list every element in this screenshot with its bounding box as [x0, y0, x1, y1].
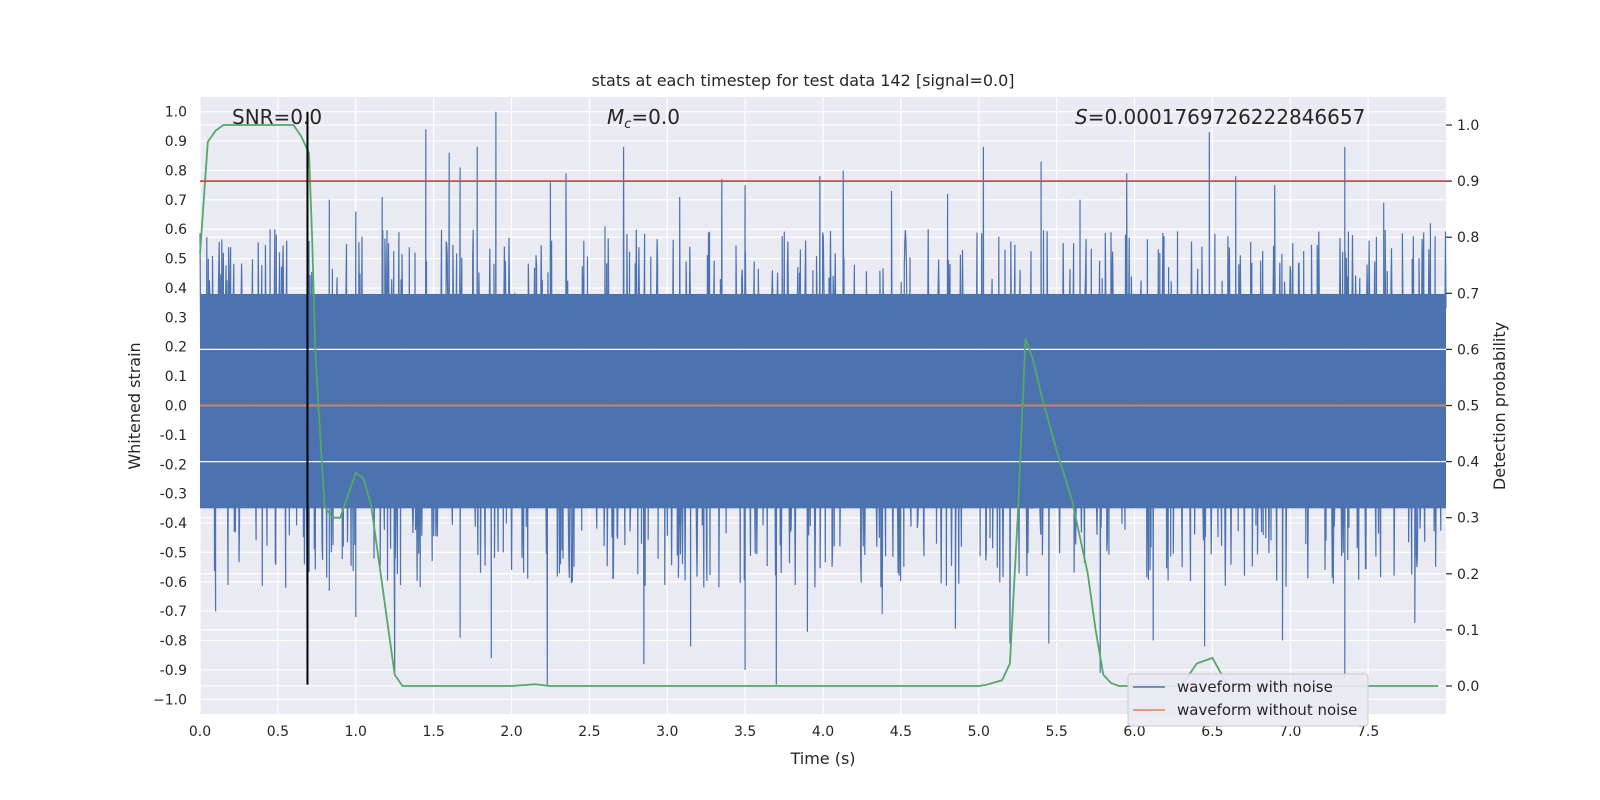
x-tick-label: 2.5 — [578, 724, 600, 740]
y-right-tick-label: 0.3 — [1457, 511, 1479, 527]
y-left-tick-label: 0.7 — [165, 193, 187, 209]
y-left-tick-label: 0.6 — [165, 222, 187, 238]
lines-layer — [199, 111, 1446, 687]
y-right-tick-label: 0.4 — [1457, 455, 1479, 471]
mc-symbol: M — [607, 105, 624, 129]
y-left-tick-label: 0.3 — [165, 310, 187, 326]
x-tick-label: 5.0 — [968, 724, 990, 740]
chart-title: stats at each timestep for test data 142… — [591, 71, 1014, 90]
y-left-tick-label: -0.3 — [160, 487, 187, 503]
x-axis-label: Time (s) — [789, 749, 855, 768]
y-right-tick-label: 0.9 — [1457, 174, 1479, 190]
x-tick-label: 4.0 — [812, 724, 834, 740]
x-tick-label: 3.0 — [656, 724, 678, 740]
x-tick-label: 7.5 — [1357, 724, 1379, 740]
y-axis-right-label: Detection probability — [1490, 322, 1509, 490]
snr-annotation: SNR=0.0 — [232, 105, 322, 129]
left-axis-ticks: 1.0 0.9 0.8 0.7 0.6 0.5 0.4 0.3 0.2 0.1 0.0 -0.1 -0.… — [153, 105, 187, 709]
mc-annotation: Mc=0.0 — [607, 105, 680, 132]
y-left-tick-label: 0.8 — [165, 163, 187, 179]
y-left-tick-label: 0.5 — [165, 252, 187, 268]
y-right-tick-label: 0.2 — [1457, 567, 1479, 583]
y-right-tick-label: 0.0 — [1457, 679, 1479, 695]
y-left-tick-label: -0.7 — [160, 604, 187, 620]
y-left-tick-label: 1.0 — [165, 105, 187, 121]
x-tick-label: 3.5 — [734, 724, 756, 740]
legend-box — [1127, 673, 1369, 727]
mc-value: =0.0 — [631, 105, 680, 129]
x-tick-label: 5.5 — [1045, 724, 1067, 740]
y-left-tick-label: −1.0 — [153, 692, 187, 708]
plot-area — [199, 97, 1447, 714]
y-axis-left-label: Whitened strain — [125, 342, 144, 469]
detection-probability-line — [199, 124, 1439, 687]
x-tick-label: 6.0 — [1123, 724, 1145, 740]
y-left-tick-label: -0.5 — [160, 545, 187, 561]
legend-label-with-noise: waveform with noise — [1177, 678, 1333, 696]
y-left-tick-label: 0.0 — [165, 399, 187, 415]
legend: waveform with noise waveform without noi… — [1127, 673, 1369, 727]
y-left-tick-label: 0.9 — [165, 134, 187, 150]
mc-subscript: c — [624, 117, 631, 132]
y-right-tick-label: 0.8 — [1457, 230, 1479, 246]
x-tick-label: 7.0 — [1279, 724, 1301, 740]
y-right-tick-label: 0.6 — [1457, 342, 1479, 358]
x-tick-label: 0.0 — [189, 724, 211, 740]
y-left-tick-label: 0.1 — [165, 369, 187, 385]
y-left-tick-label: 0.4 — [165, 281, 187, 297]
x-tick-label: 6.5 — [1201, 724, 1223, 740]
y-right-tick-label: 0.1 — [1457, 623, 1479, 639]
y-right-tick-label: 1.0 — [1457, 118, 1479, 134]
y-left-tick-label: -0.4 — [160, 516, 187, 532]
waveform-with-noise-line — [199, 111, 1447, 685]
x-tick-label: 2.0 — [500, 724, 522, 740]
right-axis-ticks: 1.0 0.9 0.8 0.7 0.6 0.5 0.4 0.3 0.2 0.1 0.0 — [1446, 118, 1479, 695]
s-annotation: S=0.0001769726222846657 — [1075, 105, 1365, 129]
y-left-tick-label: -0.1 — [160, 428, 187, 444]
x-tick-label: 0.5 — [267, 724, 289, 740]
x-tick-label: 1.0 — [345, 724, 367, 740]
s-value: =0.0001769726222846657 — [1088, 105, 1366, 129]
s-symbol: S — [1075, 105, 1088, 129]
y-left-tick-label: 0.2 — [165, 340, 187, 356]
y-left-tick-label: -0.8 — [160, 634, 187, 650]
y-right-tick-label: 0.7 — [1457, 286, 1479, 302]
legend-label-without-noise: waveform without noise — [1177, 701, 1357, 719]
waveform-with-noise-series — [199, 111, 1447, 685]
x-tick-label: 4.5 — [890, 724, 912, 740]
y-left-tick-label: -0.6 — [160, 575, 187, 591]
y-right-tick-label: 0.5 — [1457, 399, 1479, 415]
x-tick-label: 1.5 — [422, 724, 444, 740]
y-left-tick-label: -0.2 — [160, 457, 187, 473]
y-left-tick-label: -0.9 — [160, 663, 187, 679]
x-axis-ticks: 0.0 0.5 1.0 1.5 2.0 2.5 3.0 3.5 4.0 4.5 5.0 5.5 6.0 6… — [189, 724, 1379, 740]
